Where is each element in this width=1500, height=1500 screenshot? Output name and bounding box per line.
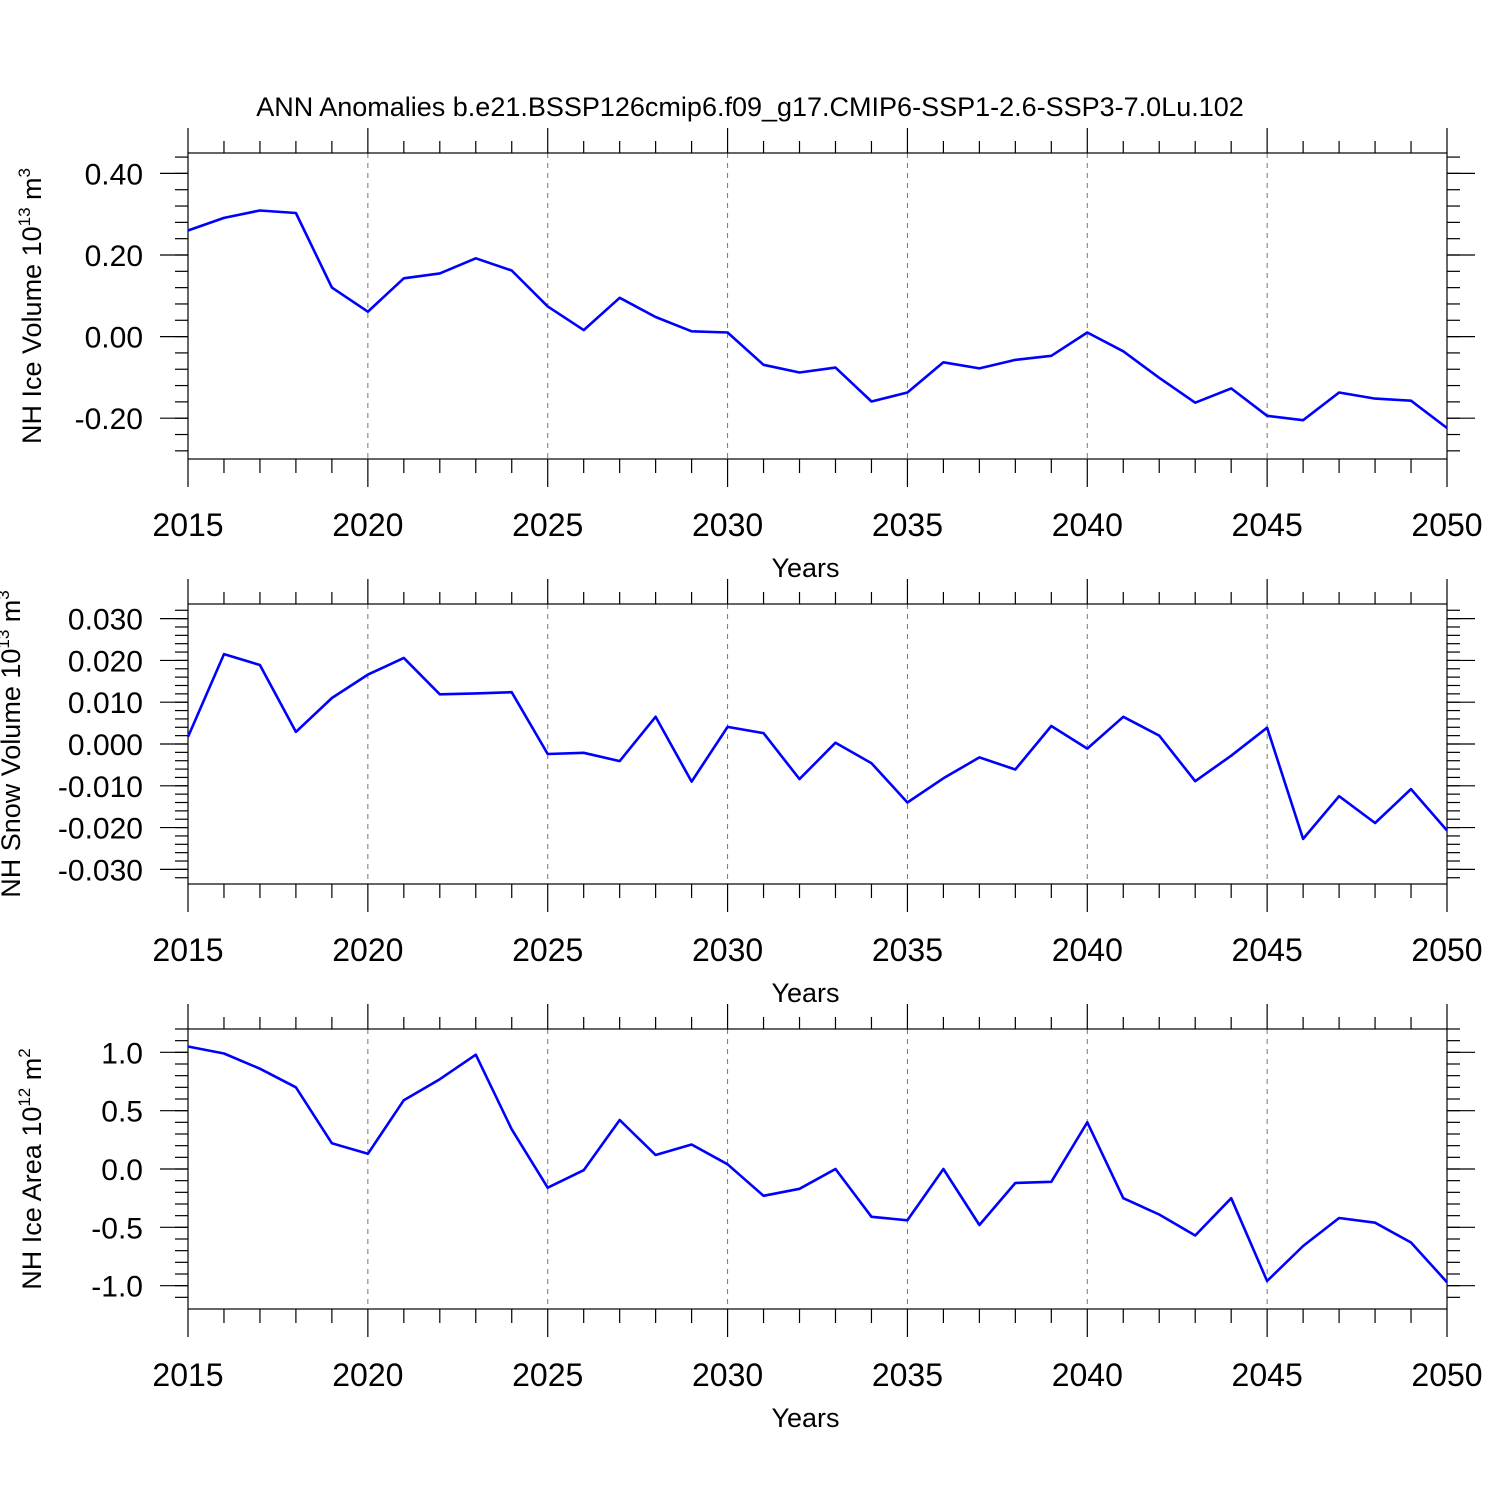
plot-frame xyxy=(187,152,1448,460)
x-tick-label: 2030 xyxy=(692,1357,763,1393)
x-tick-label: 2015 xyxy=(152,507,223,543)
x-tick-label: 2025 xyxy=(512,1357,583,1393)
x-tick-label: 2040 xyxy=(1052,507,1123,543)
plot-frame xyxy=(187,603,1448,885)
plot-frame xyxy=(187,1028,1448,1310)
x-tick-label: 2015 xyxy=(152,932,223,968)
y-axis-title: NH Ice Volume 1013 m3 xyxy=(15,168,47,444)
y-tick-label: -0.20 xyxy=(75,403,143,436)
y-tick-label: 0.010 xyxy=(68,687,143,720)
y-tick-label: 0.020 xyxy=(68,645,143,678)
x-axis-title: Years xyxy=(771,978,839,1008)
x-tick-label: 2035 xyxy=(872,507,943,543)
y-tick-label: 0.00 xyxy=(85,322,143,355)
x-tick-label: 2025 xyxy=(512,507,583,543)
panel-3: 2015 2020 2025 2030 2035 2040 2045 2050 1.0 0.5 0.… xyxy=(15,1004,1483,1433)
y-tick-label: -1.0 xyxy=(91,1271,143,1304)
x-tick-label: 2040 xyxy=(1052,1357,1123,1393)
x-tick-label: 2050 xyxy=(1411,507,1482,543)
series-line xyxy=(186,652,1448,841)
panel-2: 2015 2020 2025 2030 2035 2040 2045 2050 0.030 0.0… xyxy=(0,579,1483,1008)
y-tick-label: -0.5 xyxy=(91,1212,143,1245)
y-tick-label: 0.030 xyxy=(68,604,143,637)
x-tick-label: 2035 xyxy=(872,1357,943,1393)
y-tick-label: 0.0 xyxy=(101,1154,143,1187)
y-tick-label: 0.5 xyxy=(101,1096,143,1129)
series-line xyxy=(187,1045,1448,1284)
x-tick-label: 2050 xyxy=(1411,1357,1482,1393)
y-tick-label: -0.010 xyxy=(58,771,143,804)
x-tick-label: 2030 xyxy=(692,932,763,968)
y-axis-title: NH Ice Area 1012 m2 xyxy=(15,1048,47,1289)
x-tick-label: 2045 xyxy=(1232,932,1303,968)
y-tick-label: 0.40 xyxy=(85,158,143,191)
panel-1: 2015 2020 2025 2030 2035 2040 2045 2050 0.40 0.20… xyxy=(15,128,1483,583)
series-line xyxy=(187,209,1448,430)
x-axis-title: Years xyxy=(771,1403,839,1433)
panels: 2015 2020 2025 2030 2035 2040 2045 2050 0.40 0.20… xyxy=(0,128,1483,1433)
x-tick-label: 2025 xyxy=(512,932,583,968)
y-tick-label: -0.030 xyxy=(58,854,143,887)
x-tick-label: 2020 xyxy=(332,1357,403,1393)
x-axis-title: Years xyxy=(771,553,839,583)
y-tick-label: -0.020 xyxy=(58,813,143,846)
x-tick-label: 2020 xyxy=(332,507,403,543)
y-tick-label: 1.0 xyxy=(101,1037,143,1070)
x-tick-label: 2020 xyxy=(332,932,403,968)
y-tick-label: 0.000 xyxy=(68,729,143,762)
x-tick-label: 2050 xyxy=(1411,932,1482,968)
x-tick-label: 2045 xyxy=(1232,507,1303,543)
x-tick-label: 2035 xyxy=(872,932,943,968)
y-tick-label: 0.20 xyxy=(85,240,143,273)
figure-title: ANN Anomalies b.e21.BSSP126cmip6.f09_g17… xyxy=(256,92,1244,122)
x-tick-label: 2015 xyxy=(152,1357,223,1393)
y-axis-title: NH Snow Volume 1013 m3 xyxy=(0,590,26,898)
x-tick-label: 2040 xyxy=(1052,932,1123,968)
x-tick-label: 2030 xyxy=(692,507,763,543)
x-tick-label: 2045 xyxy=(1232,1357,1303,1393)
